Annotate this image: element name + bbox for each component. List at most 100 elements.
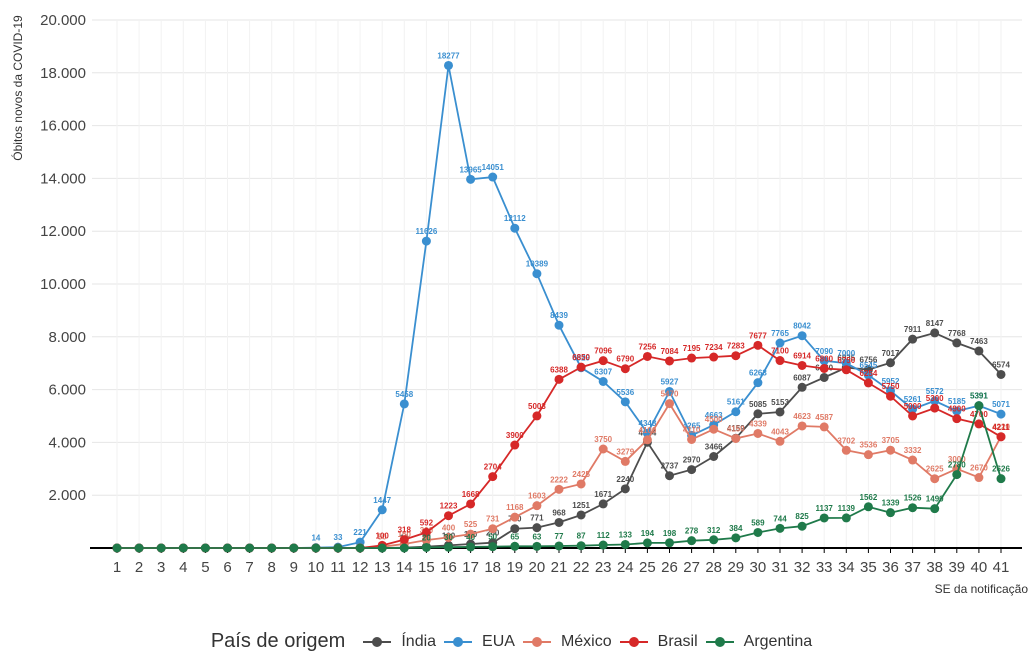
legend-label: Brasil xyxy=(657,632,698,650)
data-point xyxy=(200,543,210,553)
y-tick-label: 6.000 xyxy=(48,382,86,399)
data-label: 2737 xyxy=(661,462,679,471)
data-point xyxy=(687,536,697,546)
data-point xyxy=(974,401,984,411)
data-label: 4043 xyxy=(771,427,789,436)
data-label: 5750 xyxy=(882,382,900,391)
data-point xyxy=(665,356,674,366)
legend-item: EUA xyxy=(444,633,515,651)
data-label: 5085 xyxy=(749,400,767,409)
x-tick-label: 4 xyxy=(179,559,187,576)
y-axis-title: Óbitos novos da COVID-19 xyxy=(10,15,25,161)
data-point xyxy=(289,543,299,553)
data-label: 18277 xyxy=(437,51,460,60)
data-point xyxy=(930,474,940,484)
data-point xyxy=(731,433,741,443)
data-point xyxy=(421,542,431,552)
data-point xyxy=(797,360,807,370)
y-tick-label: 18.000 xyxy=(40,65,86,82)
data-point xyxy=(709,424,719,434)
x-tick-label: 39 xyxy=(948,559,965,576)
data-point xyxy=(886,445,895,455)
y-tick-label: 14.000 xyxy=(40,170,86,187)
data-label: 4211 xyxy=(992,423,1010,432)
data-label: 13965 xyxy=(459,165,482,174)
data-label: 7256 xyxy=(639,342,657,351)
data-label: 6790 xyxy=(616,355,634,364)
data-label: 150 xyxy=(398,530,412,539)
data-label: 6254 xyxy=(860,369,878,378)
data-label: 5572 xyxy=(926,387,944,396)
data-label: 400 xyxy=(442,523,456,532)
y-tick-label: 10.000 xyxy=(40,276,86,293)
data-point xyxy=(665,471,674,481)
x-tick-label: 31 xyxy=(772,559,789,576)
x-tick-label: 18 xyxy=(484,559,501,576)
data-point xyxy=(908,455,918,465)
data-point xyxy=(554,517,564,527)
data-label: 6800 xyxy=(815,354,833,363)
data-point xyxy=(399,535,409,545)
data-label: 12112 xyxy=(504,214,526,223)
data-point xyxy=(377,543,387,553)
x-tick-label: 36 xyxy=(882,559,899,576)
data-point xyxy=(510,541,520,551)
legend-swatch xyxy=(522,634,551,650)
data-label: 6756 xyxy=(860,356,878,365)
series-layer: 1050100150200730771968125116712240400427… xyxy=(112,51,1010,553)
x-tick-label: 10 xyxy=(308,559,325,576)
x-tick-label: 33 xyxy=(816,559,833,576)
data-label: 194 xyxy=(641,529,655,538)
data-point xyxy=(598,356,608,366)
data-label: 6750 xyxy=(837,356,855,365)
legend: País de origem Índia EUA México Brasil Argen… xyxy=(0,630,1031,653)
legend-swatch xyxy=(444,634,473,650)
y-tick-label: 12.000 xyxy=(40,223,86,240)
data-label: 7463 xyxy=(970,337,988,346)
data-label: 112 xyxy=(597,531,610,540)
data-label: 6087 xyxy=(793,373,811,382)
data-point xyxy=(466,174,476,184)
data-label: 1339 xyxy=(882,499,900,508)
data-point xyxy=(532,541,542,551)
legend-swatch xyxy=(363,634,392,650)
data-point xyxy=(532,411,542,421)
data-label: 5003 xyxy=(528,402,546,411)
legend-item: México xyxy=(522,633,612,651)
data-point xyxy=(466,499,476,509)
data-label: 5300 xyxy=(926,394,944,403)
data-point xyxy=(620,364,630,374)
legend-label: EUA xyxy=(482,632,515,650)
x-tick-label: 37 xyxy=(904,559,921,576)
data-label: 592 xyxy=(420,518,434,527)
data-point xyxy=(620,456,630,466)
data-label: 3466 xyxy=(705,442,723,451)
data-point xyxy=(178,543,188,553)
x-tick-label: 28 xyxy=(705,559,722,576)
data-label: 4265 xyxy=(683,421,701,430)
data-point xyxy=(377,505,387,515)
data-label: 4623 xyxy=(793,412,811,421)
data-point xyxy=(554,320,564,330)
data-label: 5927 xyxy=(661,378,679,387)
data-label: 318 xyxy=(398,526,412,535)
x-axis-ticks: 1 2 3 4 5 6 7 8 9 10 11 12 13 14 15 16 17 18 19 20 21 22 23 24 2… xyxy=(113,548,1009,576)
data-point xyxy=(908,503,918,513)
y-tick-label: 4.000 xyxy=(48,434,86,451)
data-point xyxy=(819,513,829,523)
data-point xyxy=(930,504,940,514)
data-label: 6545 xyxy=(860,361,878,370)
data-label: 7911 xyxy=(904,325,922,334)
data-point xyxy=(156,543,166,553)
data-point xyxy=(532,501,542,511)
series-Índia: 1050100150200730771968125116712240400427… xyxy=(112,319,1010,553)
x-tick-label: 23 xyxy=(595,559,612,576)
data-label: 14 xyxy=(311,534,320,543)
data-point xyxy=(642,351,652,361)
data-label: 312 xyxy=(707,526,721,535)
x-tick-label: 40 xyxy=(971,559,988,576)
data-label: 1490 xyxy=(926,495,944,504)
x-tick-label: 14 xyxy=(396,559,413,576)
data-point xyxy=(598,540,608,550)
data-label: 7084 xyxy=(661,347,679,356)
